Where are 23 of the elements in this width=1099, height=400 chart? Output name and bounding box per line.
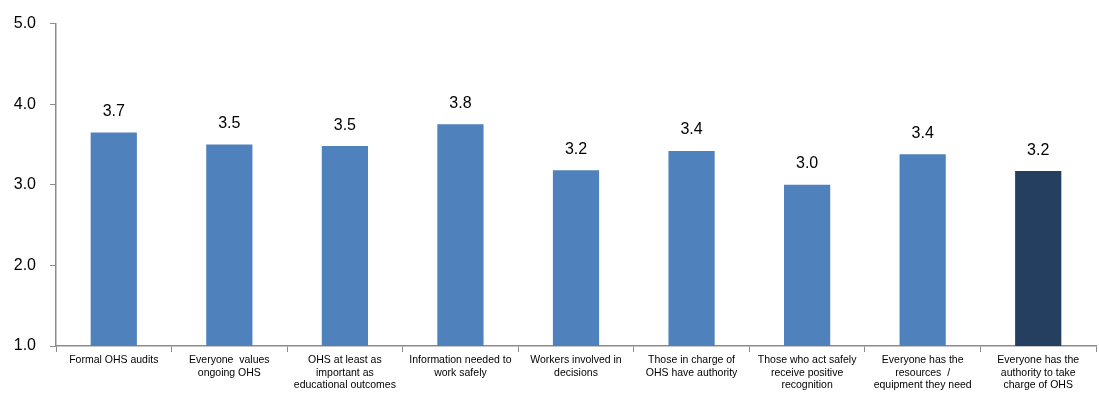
y-tick-label: 2.0 xyxy=(13,255,37,273)
x-tick-label: Everyone has the authority to take charge of OHS xyxy=(997,353,1080,391)
data-label: 3.5 xyxy=(333,115,357,133)
data-label: 3.5 xyxy=(218,113,241,131)
data-label: 3.2 xyxy=(564,139,588,157)
y-tick-label: 5.0 xyxy=(13,14,37,32)
x-tick-label: Everyone has the resources / equipment they need xyxy=(873,353,972,391)
data-label: 3.4 xyxy=(911,123,934,141)
y-tick-label: 1.0 xyxy=(13,336,37,354)
x-tick-label: Information needed to work safely xyxy=(409,353,512,378)
x-tick-label: Those in charge of OHS have authority xyxy=(645,353,739,378)
x-tick-label: Workers involved in decisions xyxy=(530,353,622,378)
x-tick-label: Everyone values ongoing OHS xyxy=(189,353,270,378)
y-tick-label: 3.0 xyxy=(13,175,37,193)
data-label: 3.2 xyxy=(1027,140,1050,158)
data-label: 3.8 xyxy=(449,93,472,111)
x-tick-label: OHS at least as important as educational outcomes xyxy=(293,353,396,391)
y-tick-label: 4.0 xyxy=(13,94,37,112)
x-tick-label: Those who act safely receive positive recognition xyxy=(757,353,858,391)
data-label: 3.4 xyxy=(680,120,703,138)
x-tick-label: Formal OHS audits xyxy=(69,353,159,366)
data-label: 3.7 xyxy=(102,101,125,119)
data-label: 3.0 xyxy=(795,154,819,172)
